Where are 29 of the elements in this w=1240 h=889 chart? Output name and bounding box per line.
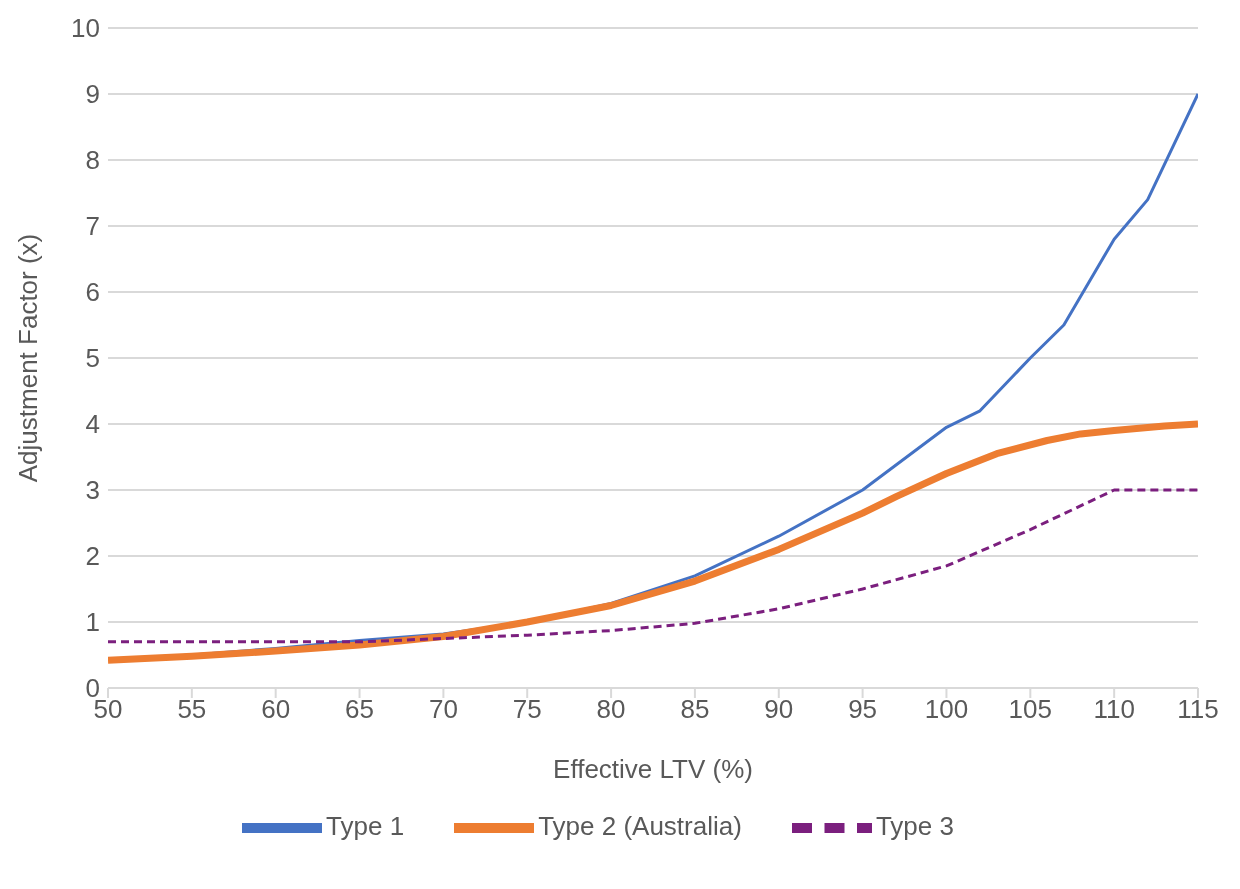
x-tick-label: 105 [1008, 694, 1052, 725]
y-axis-title: Adjustment Factor (x) [13, 233, 44, 483]
x-tick-label: 60 [261, 694, 291, 725]
x-tick-label: 75 [512, 694, 542, 725]
legend-label: Type 3 [875, 810, 954, 841]
x-tick-label: 90 [764, 694, 794, 725]
x-tick-label: 80 [596, 694, 626, 725]
legend-label: Type 2 (Australia) [538, 810, 742, 841]
y-tick-label: 4 [85, 409, 100, 440]
y-tick-label: 6 [85, 277, 100, 308]
y-tick-label: 5 [85, 343, 100, 374]
y-tick-label: 1 [85, 607, 100, 638]
y-tick-label: 8 [85, 145, 100, 176]
x-tick-label: 100 [924, 694, 969, 725]
x-tick-label: 95 [848, 694, 878, 725]
x-axis-title: Effective LTV (%) [553, 754, 753, 784]
x-tick-label: 65 [345, 694, 374, 725]
line-series [108, 488, 1198, 644]
x-tick-label: 70 [428, 694, 458, 725]
y-tick-label: 10 [71, 13, 100, 44]
x-tick-label: 115 [1177, 694, 1219, 725]
x-tick-label: 110 [1093, 694, 1135, 725]
x-tick-label: 55 [177, 694, 207, 725]
y-tick-label: 9 [85, 79, 100, 110]
y-tick-label: 7 [85, 211, 100, 242]
x-tick-label: 85 [680, 694, 710, 725]
legend-label: Type 1 [326, 810, 405, 841]
y-tick-label: 2 [85, 541, 100, 572]
y-tick-label: 3 [85, 475, 100, 506]
